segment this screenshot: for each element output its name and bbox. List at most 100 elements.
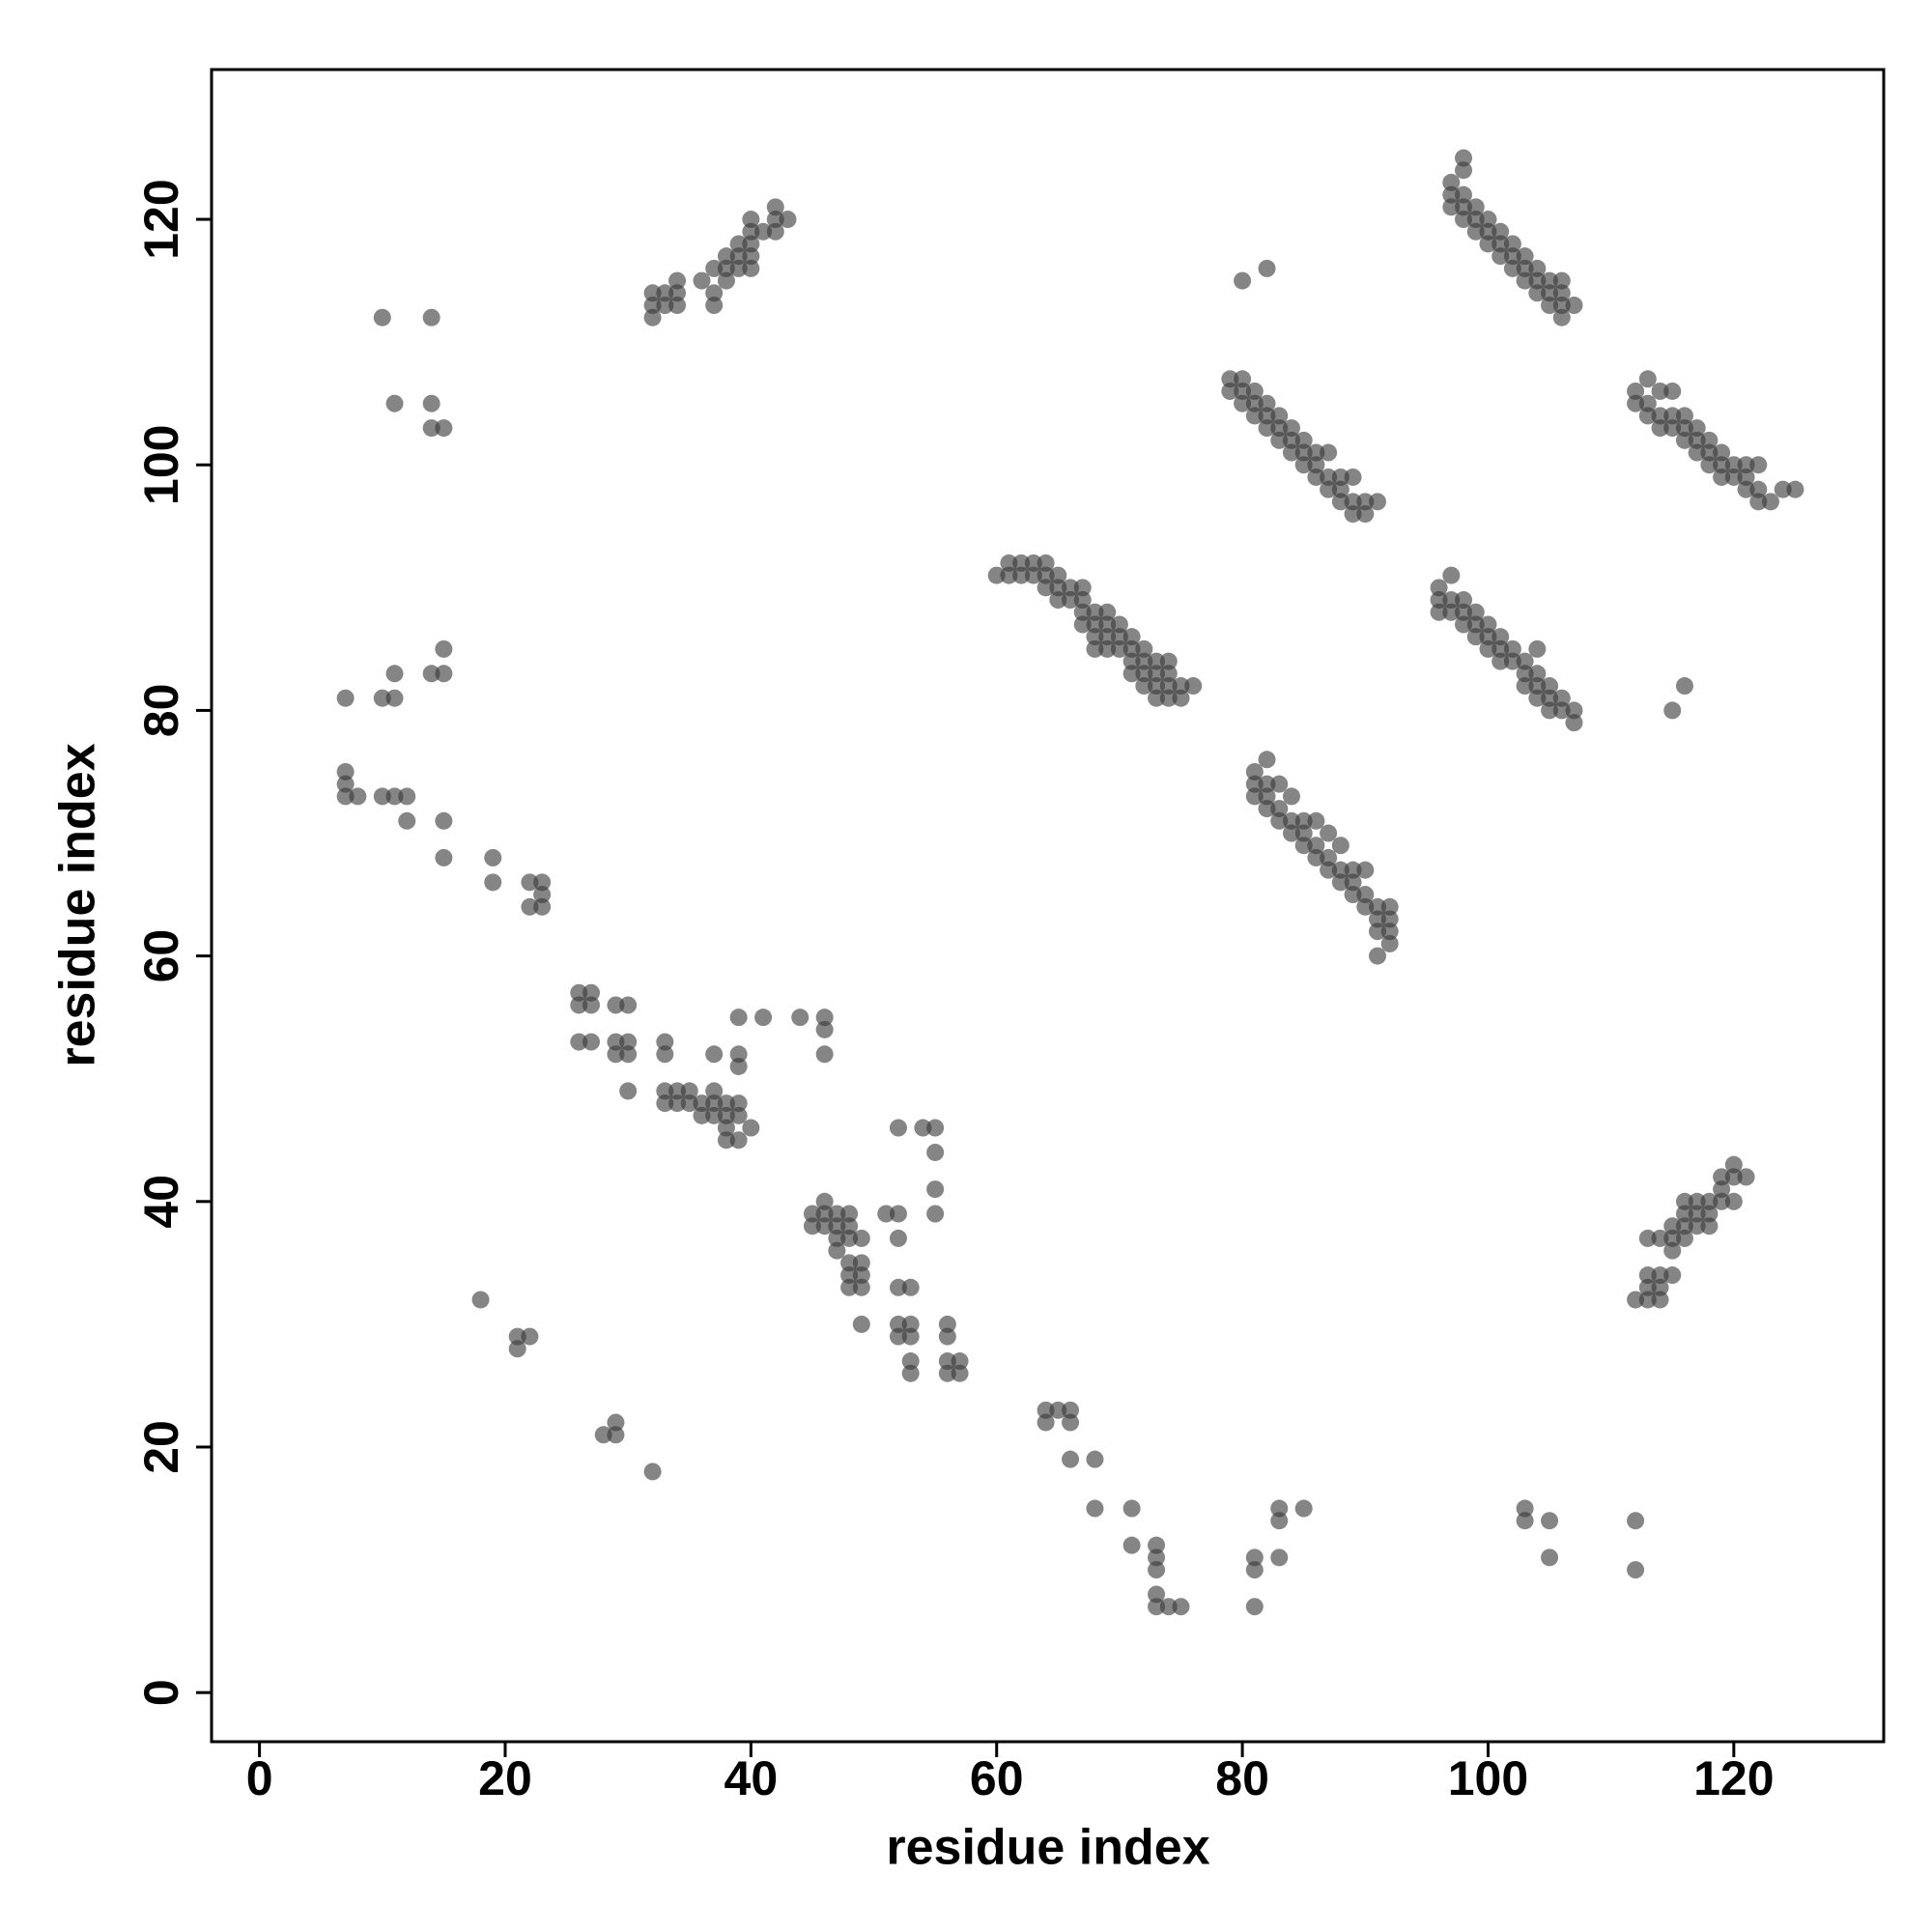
y-axis-title: residue index bbox=[50, 743, 106, 1066]
point bbox=[803, 1205, 821, 1223]
y-tick-label: 100 bbox=[134, 425, 188, 505]
point bbox=[1320, 443, 1338, 462]
point bbox=[1466, 222, 1485, 241]
point bbox=[1516, 665, 1534, 683]
point bbox=[668, 1094, 687, 1113]
point bbox=[1638, 1291, 1657, 1309]
point bbox=[1110, 639, 1128, 658]
point bbox=[742, 211, 760, 229]
point bbox=[607, 1426, 625, 1444]
point bbox=[668, 271, 687, 290]
point bbox=[742, 1119, 760, 1137]
point bbox=[1663, 407, 1682, 425]
point bbox=[422, 419, 440, 438]
point bbox=[1675, 1205, 1693, 1223]
point bbox=[1713, 443, 1731, 462]
point bbox=[1331, 493, 1350, 511]
point bbox=[656, 1082, 674, 1100]
point bbox=[1049, 1401, 1067, 1419]
point bbox=[1245, 382, 1264, 400]
point bbox=[742, 259, 760, 277]
point bbox=[1700, 431, 1719, 449]
point bbox=[1307, 837, 1325, 855]
point bbox=[889, 1229, 907, 1247]
point bbox=[1627, 1512, 1645, 1530]
point bbox=[1245, 775, 1264, 793]
point bbox=[1062, 1401, 1080, 1419]
point bbox=[705, 297, 724, 315]
point bbox=[1234, 394, 1252, 412]
point bbox=[1172, 689, 1190, 707]
point bbox=[1307, 811, 1325, 830]
point bbox=[1159, 677, 1178, 696]
point bbox=[1110, 628, 1128, 646]
point bbox=[1073, 615, 1092, 634]
point bbox=[619, 996, 638, 1014]
point bbox=[1700, 443, 1719, 462]
point bbox=[484, 873, 502, 892]
point bbox=[1479, 211, 1497, 229]
point bbox=[1541, 677, 1559, 696]
point bbox=[1516, 677, 1534, 696]
point bbox=[1245, 787, 1264, 806]
point bbox=[1294, 837, 1313, 855]
point bbox=[815, 1020, 834, 1038]
point bbox=[1455, 615, 1473, 634]
point bbox=[656, 1033, 674, 1051]
point bbox=[1688, 419, 1706, 438]
point bbox=[1258, 259, 1276, 277]
point bbox=[1380, 923, 1399, 941]
point bbox=[803, 1217, 821, 1236]
point bbox=[1073, 579, 1092, 597]
point bbox=[901, 1315, 920, 1333]
point bbox=[1492, 628, 1510, 646]
point bbox=[1062, 591, 1080, 610]
point bbox=[1516, 259, 1534, 277]
point bbox=[619, 1045, 638, 1064]
point bbox=[1724, 468, 1743, 486]
point bbox=[1528, 677, 1547, 696]
point bbox=[852, 1229, 870, 1247]
point bbox=[607, 1045, 625, 1064]
point bbox=[1713, 1180, 1731, 1199]
point bbox=[1516, 271, 1534, 290]
point bbox=[521, 897, 539, 916]
point bbox=[1159, 689, 1178, 707]
point bbox=[1442, 566, 1461, 584]
point bbox=[533, 886, 552, 904]
point bbox=[766, 222, 784, 241]
point bbox=[889, 1315, 907, 1333]
point bbox=[926, 1143, 945, 1161]
point bbox=[1492, 639, 1510, 658]
point bbox=[471, 1291, 490, 1309]
point bbox=[1122, 1499, 1141, 1518]
point bbox=[1455, 149, 1473, 167]
point bbox=[336, 762, 355, 781]
point bbox=[1086, 628, 1104, 646]
point bbox=[1455, 211, 1473, 229]
point bbox=[877, 1205, 895, 1223]
point bbox=[1270, 407, 1289, 425]
point bbox=[1245, 762, 1264, 781]
point bbox=[1737, 468, 1755, 486]
point bbox=[1552, 308, 1571, 327]
point bbox=[1344, 873, 1362, 892]
point bbox=[693, 1094, 711, 1113]
point bbox=[1724, 1155, 1743, 1174]
point bbox=[1455, 185, 1473, 204]
point bbox=[1663, 1241, 1682, 1260]
point bbox=[1503, 652, 1521, 670]
point bbox=[1503, 639, 1521, 658]
point bbox=[717, 1131, 735, 1150]
point bbox=[717, 1094, 735, 1113]
point bbox=[385, 665, 404, 683]
point bbox=[1331, 468, 1350, 486]
point bbox=[815, 1009, 834, 1027]
point bbox=[1675, 1192, 1693, 1210]
point bbox=[1442, 603, 1461, 621]
point bbox=[1466, 198, 1485, 216]
point bbox=[1270, 775, 1289, 793]
point bbox=[1122, 652, 1141, 670]
point bbox=[607, 1033, 625, 1051]
point bbox=[435, 811, 453, 830]
